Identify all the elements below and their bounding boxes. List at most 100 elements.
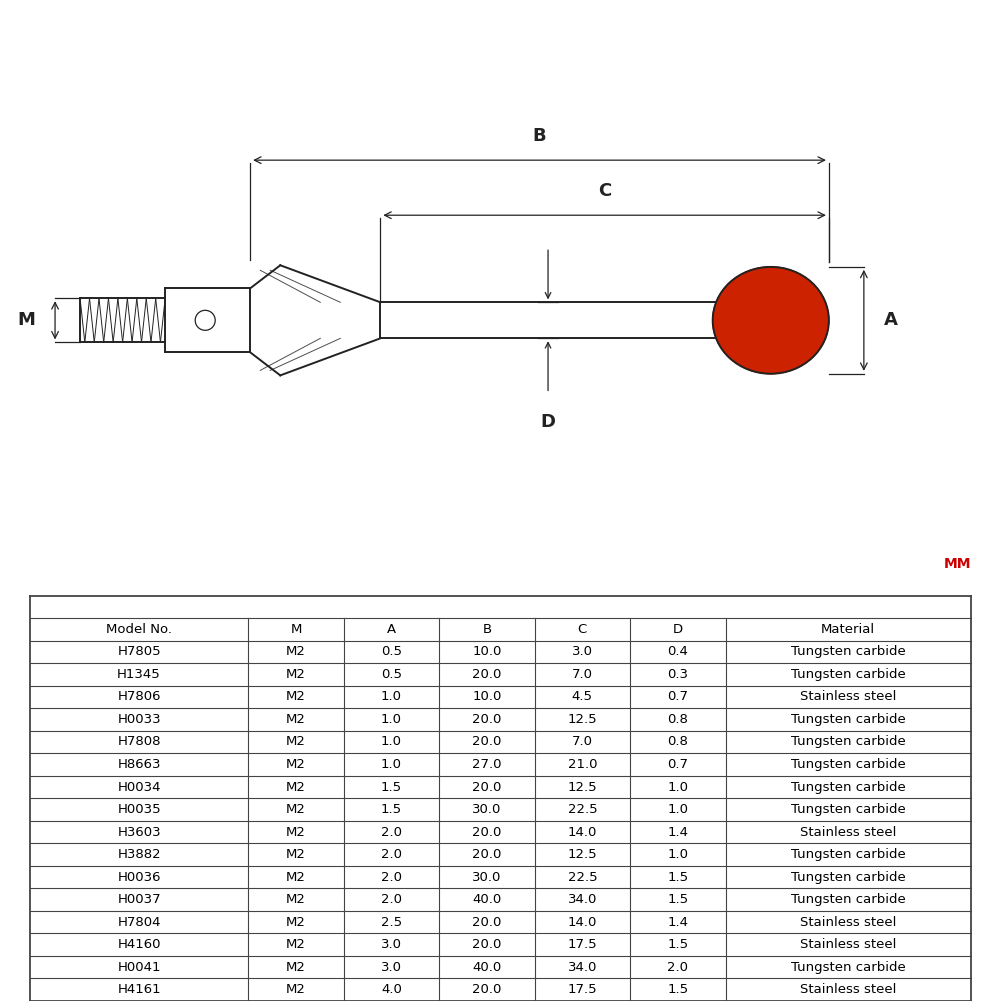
Text: Tungsten carbide: Tungsten carbide (791, 781, 906, 794)
Text: Stainless steel: Stainless steel (800, 691, 897, 704)
Text: 1.4: 1.4 (668, 826, 689, 839)
Text: 20.0: 20.0 (472, 668, 502, 681)
Text: M: M (17, 311, 35, 329)
Text: 1.0: 1.0 (668, 848, 689, 861)
Text: H0037: H0037 (117, 893, 161, 906)
Text: 0.8: 0.8 (668, 736, 689, 749)
Text: 22.5: 22.5 (568, 803, 598, 816)
Text: 14.0: 14.0 (568, 826, 597, 839)
Text: 12.5: 12.5 (568, 713, 598, 726)
Text: H8663: H8663 (117, 758, 161, 771)
Text: 20.0: 20.0 (472, 736, 502, 749)
Text: M2: M2 (286, 848, 306, 861)
Text: A: A (386, 623, 396, 636)
Text: 2.0: 2.0 (381, 826, 402, 839)
Text: 20.0: 20.0 (472, 938, 502, 951)
Text: M2: M2 (286, 668, 306, 681)
Text: Tungsten carbide: Tungsten carbide (791, 803, 906, 816)
Text: M2: M2 (286, 916, 306, 929)
Text: M2: M2 (286, 871, 306, 884)
Text: 20.0: 20.0 (472, 848, 502, 861)
Text: D: D (541, 413, 556, 431)
Text: 0.7: 0.7 (668, 758, 689, 771)
Text: 1.0: 1.0 (381, 736, 402, 749)
Text: 27.0: 27.0 (472, 758, 502, 771)
Text: H1345: H1345 (117, 668, 161, 681)
Text: 0.5: 0.5 (381, 646, 402, 659)
Text: Stainless steel: Stainless steel (800, 826, 897, 839)
Text: M2: M2 (286, 691, 306, 704)
Text: Tungsten carbide: Tungsten carbide (791, 848, 906, 861)
Text: 1.0: 1.0 (668, 781, 689, 794)
Text: 3.0: 3.0 (381, 938, 402, 951)
Text: D: D (673, 623, 683, 636)
Text: H7805: H7805 (117, 646, 161, 659)
Text: 1.0: 1.0 (381, 713, 402, 726)
Text: 0.3: 0.3 (668, 668, 689, 681)
Text: 1.5: 1.5 (668, 871, 689, 884)
Text: 10.0: 10.0 (472, 646, 502, 659)
Ellipse shape (713, 267, 829, 373)
Text: M2: M2 (286, 803, 306, 816)
Text: C: C (598, 182, 612, 200)
Text: Stainless steel: Stainless steel (800, 916, 897, 929)
Text: M2: M2 (286, 713, 306, 726)
Text: H3603: H3603 (117, 826, 161, 839)
Text: Tungsten carbide: Tungsten carbide (791, 893, 906, 906)
Text: 4.0: 4.0 (381, 983, 401, 996)
Text: H0033: H0033 (117, 713, 161, 726)
Text: Stainless steel: Stainless steel (800, 983, 897, 996)
Text: Model No.: Model No. (106, 623, 172, 636)
Text: 2.0: 2.0 (668, 961, 689, 974)
Text: 2.5: 2.5 (380, 916, 402, 929)
Text: 1.0: 1.0 (381, 691, 402, 704)
Text: M2: M2 (286, 781, 306, 794)
Text: H4161: H4161 (117, 983, 161, 996)
Text: 34.0: 34.0 (568, 893, 597, 906)
Text: Tungsten carbide: Tungsten carbide (791, 961, 906, 974)
Text: 4.5: 4.5 (572, 691, 593, 704)
Text: 40.0: 40.0 (472, 961, 502, 974)
Text: 12.5: 12.5 (568, 781, 598, 794)
Text: 3.0: 3.0 (572, 646, 593, 659)
Text: 1.5: 1.5 (668, 983, 689, 996)
Text: 20.0: 20.0 (472, 983, 502, 996)
Text: 30.0: 30.0 (472, 803, 502, 816)
Text: 1.5: 1.5 (668, 938, 689, 951)
Text: 2.0: 2.0 (381, 871, 402, 884)
Text: M2: M2 (286, 736, 306, 749)
Text: 30.0: 30.0 (472, 871, 502, 884)
Text: 34.0: 34.0 (568, 961, 597, 974)
Text: M2: M2 (286, 826, 306, 839)
Text: 1.5: 1.5 (668, 893, 689, 906)
Text: 1.5: 1.5 (380, 803, 402, 816)
Text: 17.5: 17.5 (568, 983, 598, 996)
Text: 20.0: 20.0 (472, 916, 502, 929)
Text: Tungsten carbide: Tungsten carbide (791, 646, 906, 659)
Text: H7804: H7804 (117, 916, 161, 929)
Text: 7.0: 7.0 (572, 668, 593, 681)
Text: H0035: H0035 (117, 803, 161, 816)
Text: H7806: H7806 (117, 691, 161, 704)
Text: 20.0: 20.0 (472, 826, 502, 839)
Text: B: B (482, 623, 491, 636)
Text: 14.0: 14.0 (568, 916, 597, 929)
Text: H0034: H0034 (117, 781, 161, 794)
Text: 1.5: 1.5 (380, 781, 402, 794)
Text: 3.0: 3.0 (381, 961, 402, 974)
Text: M: M (290, 623, 301, 636)
Text: M2: M2 (286, 758, 306, 771)
Text: 10.0: 10.0 (472, 691, 502, 704)
Text: 21.0: 21.0 (568, 758, 597, 771)
Text: H7808: H7808 (117, 736, 161, 749)
Text: Material: Material (821, 623, 875, 636)
Text: 0.5: 0.5 (381, 668, 402, 681)
Text: 1.0: 1.0 (381, 758, 402, 771)
Text: MM: MM (944, 557, 971, 571)
Text: 0.4: 0.4 (668, 646, 689, 659)
Text: H0036: H0036 (117, 871, 161, 884)
Text: H0041: H0041 (117, 961, 161, 974)
Text: Tungsten carbide: Tungsten carbide (791, 758, 906, 771)
Text: H4160: H4160 (117, 938, 161, 951)
Text: M2: M2 (286, 983, 306, 996)
